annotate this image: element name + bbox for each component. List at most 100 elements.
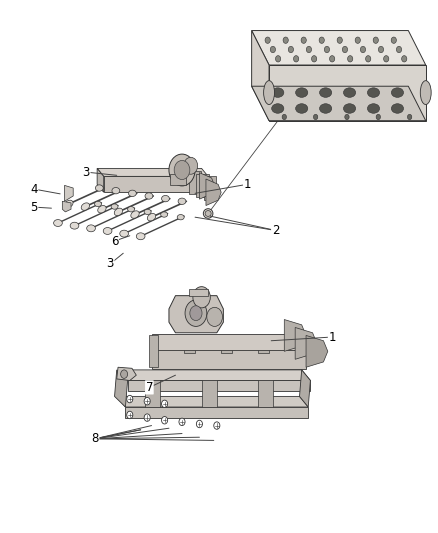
Polygon shape [199, 173, 215, 199]
Circle shape [193, 287, 210, 308]
Circle shape [329, 55, 335, 62]
Polygon shape [252, 30, 426, 65]
Text: 8: 8 [91, 432, 99, 446]
Text: 2: 2 [272, 224, 279, 237]
Ellipse shape [95, 185, 103, 191]
Polygon shape [252, 30, 269, 120]
Polygon shape [221, 350, 232, 353]
Circle shape [162, 417, 168, 424]
Polygon shape [97, 168, 208, 176]
Ellipse shape [177, 215, 184, 220]
Ellipse shape [272, 88, 284, 98]
Ellipse shape [128, 190, 136, 197]
Ellipse shape [205, 211, 211, 216]
Ellipse shape [120, 230, 128, 237]
Circle shape [127, 395, 133, 403]
Circle shape [306, 46, 311, 53]
Polygon shape [188, 289, 208, 296]
Ellipse shape [161, 212, 168, 217]
Text: 6: 6 [111, 235, 118, 247]
Circle shape [190, 306, 202, 320]
Ellipse shape [320, 104, 332, 114]
Ellipse shape [264, 80, 275, 104]
Ellipse shape [296, 88, 308, 98]
Polygon shape [115, 370, 127, 407]
Polygon shape [169, 296, 223, 333]
Polygon shape [170, 174, 186, 185]
Circle shape [391, 37, 396, 43]
Polygon shape [306, 335, 328, 367]
Circle shape [196, 420, 202, 427]
Circle shape [376, 114, 381, 119]
Text: 7: 7 [145, 381, 153, 394]
Circle shape [378, 46, 384, 53]
Text: 3: 3 [106, 257, 114, 270]
Circle shape [293, 55, 299, 62]
Circle shape [169, 154, 195, 186]
Circle shape [348, 55, 353, 62]
Circle shape [184, 157, 198, 174]
Polygon shape [104, 176, 208, 192]
Ellipse shape [367, 104, 380, 114]
Polygon shape [258, 350, 269, 353]
Polygon shape [284, 319, 306, 351]
Circle shape [345, 114, 349, 119]
Circle shape [282, 114, 286, 119]
Circle shape [324, 46, 329, 53]
Circle shape [355, 37, 360, 43]
Polygon shape [117, 367, 136, 381]
Circle shape [288, 46, 293, 53]
Circle shape [214, 422, 220, 429]
Circle shape [144, 398, 150, 405]
Ellipse shape [70, 222, 79, 229]
Text: 1: 1 [244, 178, 251, 191]
Ellipse shape [53, 220, 62, 227]
Text: 5: 5 [30, 200, 38, 214]
Ellipse shape [296, 104, 308, 114]
Circle shape [120, 370, 127, 378]
Circle shape [360, 46, 366, 53]
Polygon shape [295, 327, 317, 359]
Ellipse shape [343, 104, 356, 114]
Polygon shape [152, 334, 306, 353]
Ellipse shape [391, 104, 403, 114]
Ellipse shape [367, 88, 380, 98]
Ellipse shape [136, 233, 145, 240]
Circle shape [311, 55, 317, 62]
Ellipse shape [144, 209, 151, 215]
Circle shape [283, 37, 288, 43]
Polygon shape [149, 335, 158, 367]
Ellipse shape [147, 213, 156, 221]
Circle shape [384, 55, 389, 62]
Polygon shape [269, 65, 426, 120]
Circle shape [314, 114, 318, 119]
Ellipse shape [65, 200, 73, 208]
Polygon shape [201, 381, 217, 407]
Circle shape [301, 37, 306, 43]
Ellipse shape [87, 225, 95, 232]
Circle shape [366, 55, 371, 62]
Circle shape [179, 418, 185, 425]
Polygon shape [145, 381, 160, 407]
Polygon shape [252, 86, 426, 120]
Ellipse shape [391, 88, 403, 98]
Polygon shape [64, 185, 73, 201]
Text: 3: 3 [83, 166, 90, 179]
Polygon shape [117, 397, 308, 407]
Ellipse shape [114, 208, 123, 216]
Polygon shape [152, 350, 306, 369]
Polygon shape [125, 407, 308, 418]
Polygon shape [127, 381, 311, 391]
Polygon shape [184, 350, 195, 353]
Text: 2: 2 [272, 224, 279, 237]
Ellipse shape [111, 204, 118, 209]
Circle shape [270, 46, 276, 53]
Circle shape [407, 114, 412, 119]
Ellipse shape [272, 104, 284, 114]
Polygon shape [300, 370, 311, 407]
Ellipse shape [145, 193, 153, 199]
Ellipse shape [81, 203, 90, 211]
Text: 1: 1 [328, 330, 336, 344]
Ellipse shape [131, 211, 139, 219]
Polygon shape [188, 171, 201, 195]
